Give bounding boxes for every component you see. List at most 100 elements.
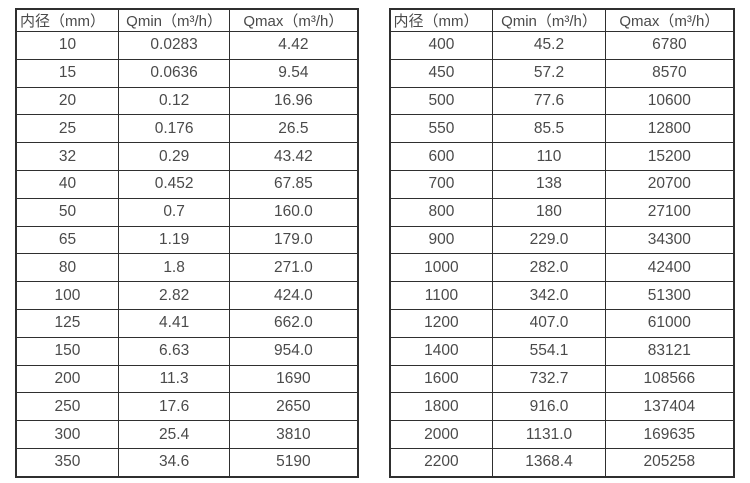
table-cell: 11.3 — [117, 364, 231, 394]
table-row: 10 0.0283 4.42 — [15, 31, 358, 60]
table-row: 2200 1368.4 205258 — [388, 447, 735, 478]
table-row: 1400 554.1 83121 — [388, 336, 735, 366]
table-cell: 700 — [388, 169, 494, 199]
table-row: 300 25.4 3810 — [15, 420, 358, 449]
table-cell: 51300 — [604, 281, 735, 310]
table-row: 1000 282.0 42400 — [388, 253, 735, 283]
table-cell: 1.8 — [117, 253, 231, 283]
table-cell: 350 — [15, 447, 119, 478]
table-cell: 1800 — [388, 392, 494, 422]
table-cell: 83121 — [604, 336, 735, 366]
table-cell: 34.6 — [117, 447, 231, 478]
table-cell: 600 — [388, 142, 494, 171]
table-cell: 180 — [492, 197, 606, 227]
table-cell: 4.42 — [229, 31, 358, 60]
table-row: 50 0.7 160.0 — [15, 197, 358, 227]
table-cell: 282.0 — [492, 253, 606, 283]
column-header: Qmax（m³/h） — [604, 8, 735, 32]
table-cell: 229.0 — [492, 225, 606, 255]
column-header: Qmin（m³/h） — [492, 8, 606, 32]
table-cell: 6780 — [604, 31, 735, 60]
table-cell: 25 — [15, 114, 119, 144]
table-cell: 1200 — [388, 308, 494, 338]
column-header: Qmin（m³/h） — [117, 8, 231, 32]
table-cell: 0.452 — [117, 169, 231, 199]
table-cell: 424.0 — [229, 281, 358, 310]
table-cell: 342.0 — [492, 281, 606, 310]
table-cell: 20 — [15, 86, 119, 116]
table-cell: 0.0283 — [117, 31, 231, 60]
table-cell: 3810 — [229, 420, 358, 449]
table-cell: 43.42 — [229, 142, 358, 171]
table-cell: 1100 — [388, 281, 494, 310]
table-cell: 80 — [15, 253, 119, 283]
table-row: 1200 407.0 61000 — [388, 308, 735, 338]
table-cell: 450 — [388, 58, 494, 88]
table-row: 1100 342.0 51300 — [388, 281, 735, 310]
table-cell: 0.0636 — [117, 58, 231, 88]
table-cell: 8570 — [604, 58, 735, 88]
table-cell: 4.41 — [117, 308, 231, 338]
table-cell: 9.54 — [229, 58, 358, 88]
table-cell: 1368.4 — [492, 447, 606, 478]
table-cell: 15 — [15, 58, 119, 88]
table-cell: 1131.0 — [492, 420, 606, 449]
table-cell: 108566 — [604, 364, 735, 394]
table-cell: 169635 — [604, 420, 735, 449]
table-cell: 50 — [15, 197, 119, 227]
table-cell: 20700 — [604, 169, 735, 199]
table-cell: 26.5 — [229, 114, 358, 144]
table-row: 550 85.5 12800 — [388, 114, 735, 144]
table-cell: 800 — [388, 197, 494, 227]
table-cell: 17.6 — [117, 392, 231, 422]
table-cell: 900 — [388, 225, 494, 255]
table-cell: 138 — [492, 169, 606, 199]
table-cell: 10600 — [604, 86, 735, 116]
table-cell: 160.0 — [229, 197, 358, 227]
table-row: 800 180 27100 — [388, 197, 735, 227]
table-row: 450 57.2 8570 — [388, 58, 735, 88]
table-cell: 2.82 — [117, 281, 231, 310]
table-cell: 27100 — [604, 197, 735, 227]
table-cell: 1000 — [388, 253, 494, 283]
table-cell: 25.4 — [117, 420, 231, 449]
table-row: 1800 916.0 137404 — [388, 392, 735, 422]
table-row: 20 0.12 16.96 — [15, 86, 358, 116]
table-cell: 550 — [388, 114, 494, 144]
table-row: 400 45.2 6780 — [388, 31, 735, 60]
table-cell: 85.5 — [492, 114, 606, 144]
table-cell: 65 — [15, 225, 119, 255]
table-cell: 61000 — [604, 308, 735, 338]
table-cell: 0.12 — [117, 86, 231, 116]
table-cell: 300 — [15, 420, 119, 449]
table-row: 200 11.3 1690 — [15, 364, 358, 394]
table-row: 65 1.19 179.0 — [15, 225, 358, 255]
table-cell: 34300 — [604, 225, 735, 255]
flow-range-table-large-diameters: 内径（mm） Qmin（m³/h） Qmax（m³/h） 400 45.2 6780 45… — [388, 8, 735, 478]
table-cell: 100 — [15, 281, 119, 310]
flow-range-table-small-diameters: 内径（mm） Qmin（m³/h） Qmax（m³/h） 10 0.0283 4.42 1… — [15, 8, 359, 478]
table-row: 15 0.0636 9.54 — [15, 58, 358, 88]
table-cell: 5190 — [229, 447, 358, 478]
table-cell: 42400 — [604, 253, 735, 283]
table-row: 600 110 15200 — [388, 142, 735, 171]
table-cell: 10 — [15, 31, 119, 60]
table-cell: 250 — [15, 392, 119, 422]
table-cell: 954.0 — [229, 336, 358, 366]
table-row: 900 229.0 34300 — [388, 225, 735, 255]
table-cell: 77.6 — [492, 86, 606, 116]
table-cell: 67.85 — [229, 169, 358, 199]
table-cell: 125 — [15, 308, 119, 338]
column-header: 内径（mm） — [15, 8, 119, 32]
table-cell: 2000 — [388, 420, 494, 449]
table-cell: 200 — [15, 364, 119, 394]
table-row: 25 0.176 26.5 — [15, 114, 358, 144]
table-cell: 12800 — [604, 114, 735, 144]
table-row: 80 1.8 271.0 — [15, 253, 358, 283]
table-cell: 1.19 — [117, 225, 231, 255]
column-header: 内径（mm） — [388, 8, 494, 32]
table-cell: 110 — [492, 142, 606, 171]
table-cell: 500 — [388, 86, 494, 116]
table-row: 100 2.82 424.0 — [15, 281, 358, 310]
